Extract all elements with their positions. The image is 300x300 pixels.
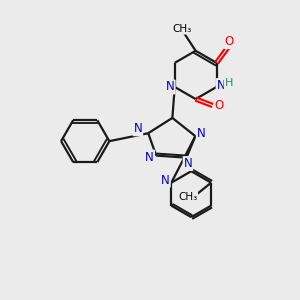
Text: N: N	[134, 122, 142, 135]
Text: O: O	[225, 35, 234, 48]
Text: N: N	[166, 80, 175, 94]
Text: N: N	[145, 151, 154, 164]
Text: N: N	[161, 174, 170, 187]
Text: O: O	[214, 99, 224, 112]
Text: CH₃: CH₃	[178, 191, 197, 202]
Text: N: N	[217, 79, 225, 92]
Text: N: N	[197, 127, 206, 140]
Text: N: N	[184, 157, 192, 170]
Text: CH₃: CH₃	[172, 24, 192, 34]
Text: H: H	[225, 79, 233, 88]
